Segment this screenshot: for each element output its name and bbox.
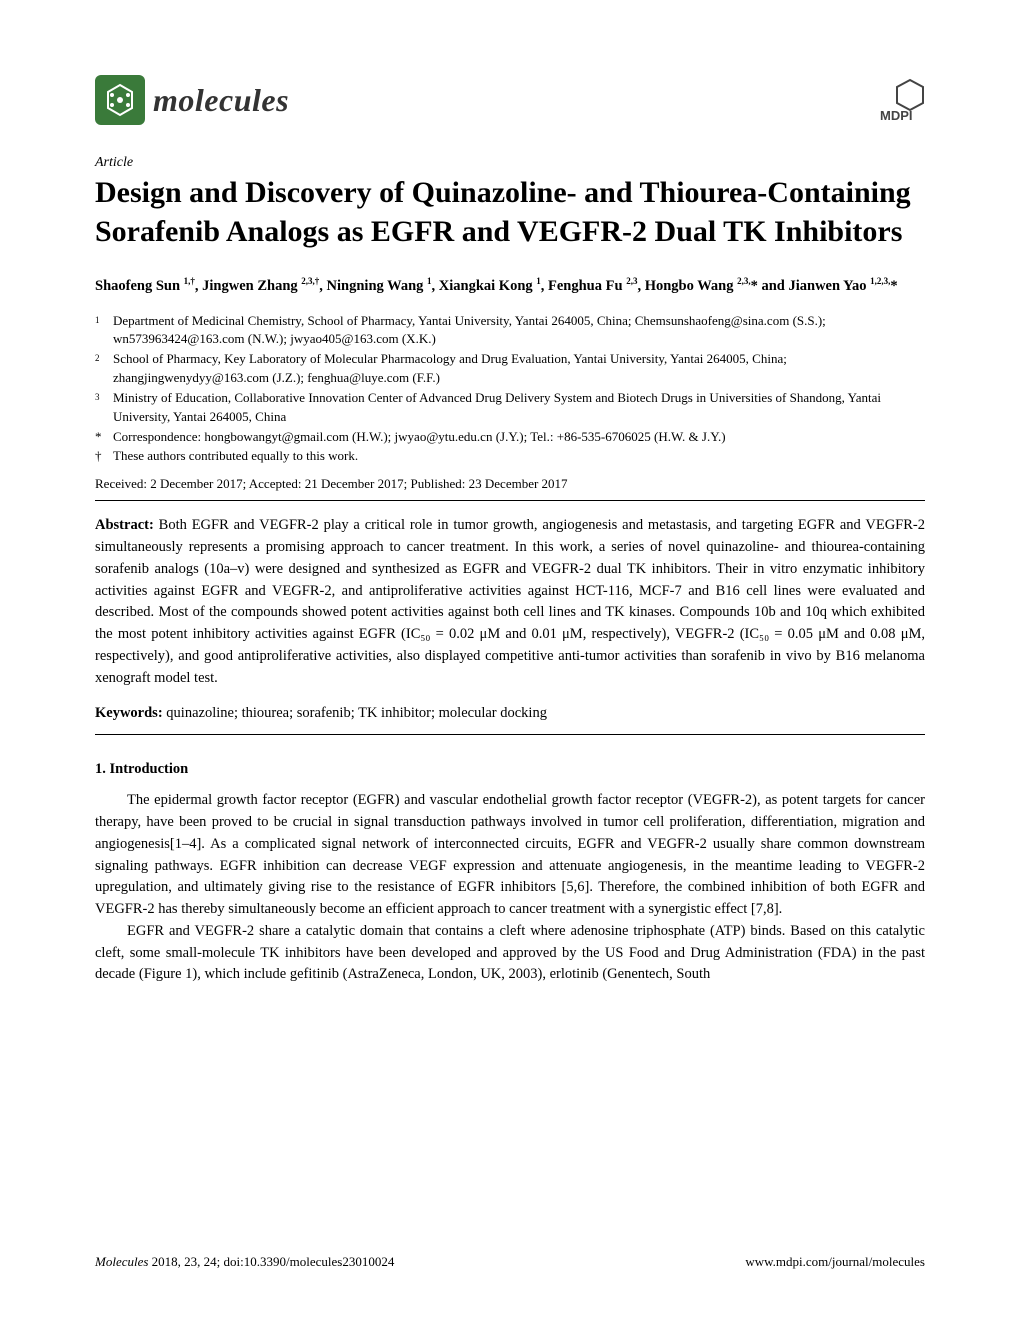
affiliation-row: †These authors contributed equally to th… <box>95 447 925 466</box>
keywords-text: quinazoline; thiourea; sorafenib; TK inh… <box>163 705 547 721</box>
section-1-heading: 1. Introduction <box>95 761 925 778</box>
affiliations-block: 1Department of Medicinal Chemistry, Scho… <box>95 312 925 467</box>
separator-bottom <box>95 734 925 735</box>
authors-line: Shaofeng Sun 1,†, Jingwen Zhang 2,3,†, N… <box>95 275 925 298</box>
affiliation-text: Department of Medicinal Chemistry, Schoo… <box>113 312 925 350</box>
affiliation-row: 3Ministry of Education, Collaborative In… <box>95 389 925 427</box>
affiliation-text: Correspondence: hongbowangyt@gmail.com (… <box>113 428 925 447</box>
affiliation-marker: 2 <box>95 350 113 388</box>
affiliation-text: Ministry of Education, Collaborative Inn… <box>113 389 925 427</box>
footer-journal: Molecules <box>95 1254 148 1269</box>
abstract-text: Both EGFR and VEGFR-2 play a critical ro… <box>95 517 925 685</box>
separator-top <box>95 500 925 501</box>
publication-dates: Received: 2 December 2017; Accepted: 21 … <box>95 476 925 492</box>
publisher-logo: MDPI <box>855 75 925 125</box>
footer-right: www.mdpi.com/journal/molecules <box>745 1254 925 1270</box>
footer-left: Molecules 2018, 23, 24; doi:10.3390/mole… <box>95 1254 394 1270</box>
keywords-block: Keywords: quinazoline; thiourea; sorafen… <box>95 705 925 722</box>
paragraph-2: EGFR and VEGFR-2 share a catalytic domai… <box>95 921 925 986</box>
publisher-label-text: MDPI <box>880 108 913 123</box>
page-container: molecules MDPI Article Design and Discov… <box>0 0 1020 1320</box>
footer-citation: 2018, 23, 24; doi:10.3390/molecules23010… <box>148 1254 394 1269</box>
affiliation-text: School of Pharmacy, Key Laboratory of Mo… <box>113 350 925 388</box>
keywords-label: Keywords: <box>95 705 163 721</box>
header-row: molecules MDPI <box>95 75 925 125</box>
abstract-block: Abstract: Both EGFR and VEGFR-2 play a c… <box>95 515 925 689</box>
affiliation-marker: 1 <box>95 312 113 350</box>
affiliation-row: 2School of Pharmacy, Key Laboratory of M… <box>95 350 925 388</box>
journal-logo-text: molecules <box>153 82 289 119</box>
abstract-label: Abstract: <box>95 517 154 533</box>
journal-logo: molecules <box>95 75 289 125</box>
affiliation-row: 1Department of Medicinal Chemistry, Scho… <box>95 312 925 350</box>
body-text: The epidermal growth factor receptor (EG… <box>95 790 925 986</box>
page-footer: Molecules 2018, 23, 24; doi:10.3390/mole… <box>95 1254 925 1270</box>
affiliation-marker: 3 <box>95 389 113 427</box>
affiliation-marker: * <box>95 428 113 447</box>
article-title: Design and Discovery of Quinazoline- and… <box>95 173 925 251</box>
paragraph-1: The epidermal growth factor receptor (EG… <box>95 790 925 921</box>
affiliation-text: These authors contributed equally to thi… <box>113 447 925 466</box>
affiliation-marker: † <box>95 447 113 466</box>
article-type: Article <box>95 155 925 171</box>
affiliation-row: *Correspondence: hongbowangyt@gmail.com … <box>95 428 925 447</box>
molecules-logo-icon <box>95 75 145 125</box>
